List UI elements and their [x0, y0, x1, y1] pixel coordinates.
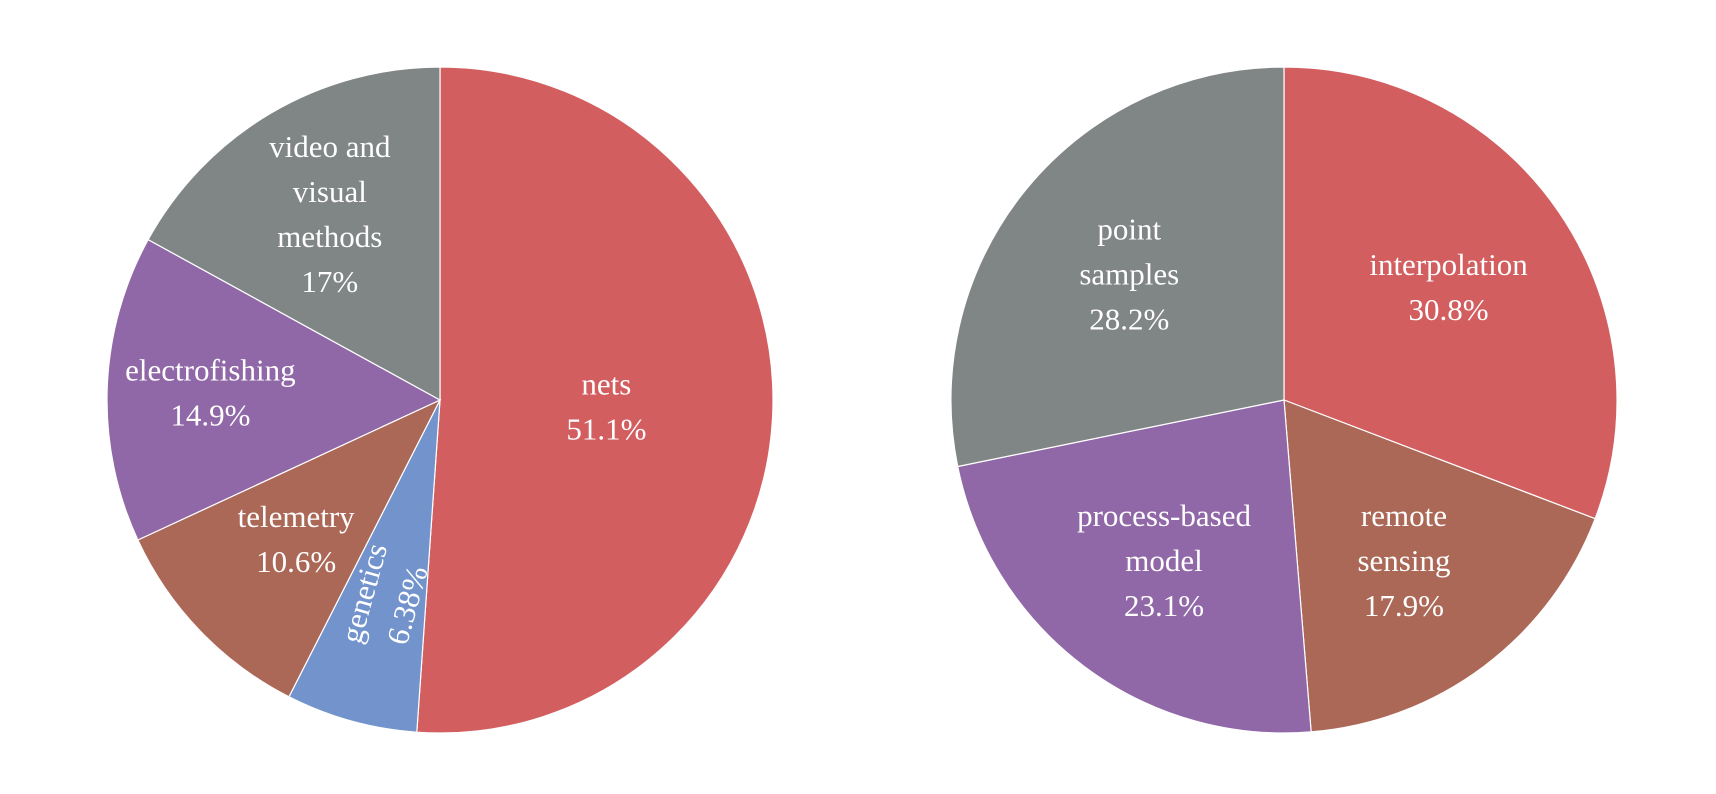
- slice-name-label: sensing: [1357, 543, 1450, 578]
- right-pie-chart: interpolation 30.8% remote sensing 17.9% proc…: [950, 66, 1618, 734]
- slice-label-telemetry: telemetry 10.6%: [238, 499, 356, 579]
- slice-name-label: video and: [269, 129, 391, 164]
- slice-label-video-and-visual-methods: video and visual methods 17%: [269, 129, 391, 299]
- slice-name-label: point: [1097, 212, 1161, 247]
- slice-name-label: methods: [277, 219, 382, 254]
- slice-name-label: model: [1125, 543, 1203, 578]
- pie-slice-point-samples: [950, 66, 1285, 468]
- slice-value-label: 28.2%: [1089, 302, 1169, 337]
- slice-name-label: samples: [1079, 257, 1179, 292]
- pie-slice-electrofishing: [106, 238, 442, 541]
- pie-slice-process-based-model: [956, 399, 1312, 734]
- slice-name-label: interpolation: [1369, 247, 1528, 282]
- slice-label-nets: nets 51.1%: [566, 366, 646, 446]
- pie-slice-remote-sensing: [1283, 399, 1596, 733]
- slice-name-label: electrofishing: [125, 353, 295, 388]
- slice-value-label: 17%: [301, 264, 358, 299]
- pie-slice-genetics: [288, 399, 441, 733]
- slice-name-label: visual: [293, 174, 367, 209]
- slice-label-process-based-model: process-based model 23.1%: [1077, 498, 1251, 623]
- slice-name-label: telemetry: [238, 499, 356, 534]
- slice-value-label: 23.1%: [1124, 588, 1204, 623]
- slice-label-remote-sensing: remote sensing 17.9%: [1357, 498, 1450, 623]
- slice-value-label: 17.9%: [1364, 588, 1444, 623]
- slice-name-label: nets: [581, 366, 631, 401]
- slice-value-label: 51.1%: [566, 411, 646, 446]
- pie-slice-video-and-visual-methods: [147, 66, 441, 402]
- slice-value-label: 30.8%: [1409, 292, 1489, 327]
- slice-name-label: process-based: [1077, 498, 1251, 533]
- pie-slice-telemetry: [137, 398, 442, 698]
- pie-slice-nets: [416, 66, 774, 734]
- slice-label-point-samples: point samples 28.2%: [1079, 212, 1179, 337]
- slice-value-label: 14.9%: [170, 398, 250, 433]
- slice-name-label: remote: [1361, 498, 1447, 533]
- slice-value-label: 10.6%: [256, 544, 336, 579]
- slice-label-interpolation: interpolation 30.8%: [1369, 247, 1528, 327]
- slice-label-electrofishing: electrofishing 14.9%: [125, 353, 295, 433]
- left-pie-chart: nets 51.1%genetics6.38%telemetry 10.6%elec…: [106, 66, 774, 734]
- pie-slice-interpolation: [1283, 66, 1618, 520]
